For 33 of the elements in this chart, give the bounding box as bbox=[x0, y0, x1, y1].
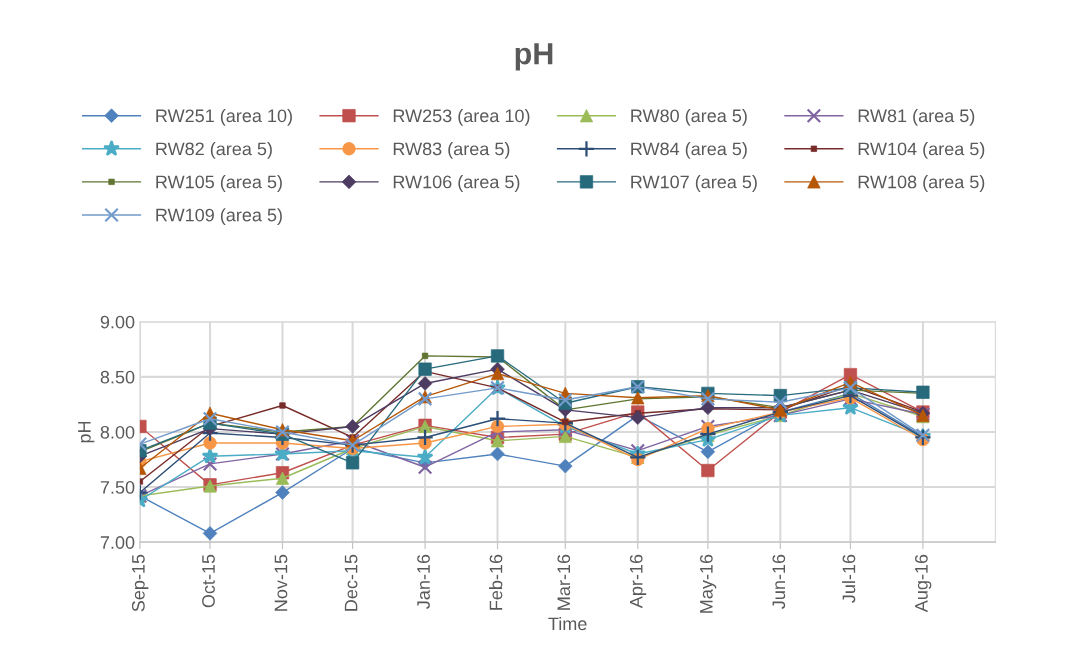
legend-label: RW105 (area 5) bbox=[156, 175, 282, 192]
x-tick-label: May-16 bbox=[699, 554, 717, 613]
legend-label: RW80 (area 5) bbox=[631, 108, 747, 126]
legend-label: RW251 (area 10) bbox=[156, 108, 292, 126]
x-tick-label: Aug-16 bbox=[914, 554, 932, 613]
x-tick-label: Jul-16 bbox=[842, 554, 856, 603]
x-tick-label: Mar-16 bbox=[557, 554, 571, 610]
x-tick-label: Feb-16 bbox=[489, 554, 503, 610]
y-tick-label: 8.00 bbox=[100, 425, 135, 439]
y-axis-title: pH bbox=[78, 421, 95, 443]
legend-label: RW83 (area 5) bbox=[393, 142, 510, 159]
y-tick-label: 8.50 bbox=[100, 370, 135, 384]
x-tick-label: Apr-16 bbox=[629, 554, 647, 609]
x-axis-title: Time bbox=[548, 616, 587, 631]
y-tick-label: 7.50 bbox=[100, 481, 135, 494]
y-tick-label: 7.00 bbox=[100, 536, 135, 549]
legend-label: RW81 (area 5) bbox=[858, 108, 975, 126]
legend-label: RW104 (area 5) bbox=[858, 142, 985, 159]
legend-label: RW253 (area 10) bbox=[393, 108, 530, 126]
legend-label: RW107 (area 5) bbox=[631, 175, 757, 192]
x-tick-label: Dec-15 bbox=[344, 554, 358, 611]
x-tick-label: Sep-15 bbox=[131, 554, 149, 612]
x-tick-label: Jan-16 bbox=[417, 554, 430, 609]
legend-label: RW109 (area 5) bbox=[156, 208, 282, 225]
legend-label: RW84 (area 5) bbox=[631, 142, 747, 159]
legend-label: RW108 (area 5) bbox=[858, 175, 985, 192]
legend-label: RW82 (area 5) bbox=[156, 142, 272, 159]
legend-label: RW106 (area 5) bbox=[393, 175, 520, 192]
x-tick-label: Oct-15 bbox=[202, 554, 215, 608]
x-tick-label: Nov-15 bbox=[274, 554, 288, 611]
x-tick-label: Jun-16 bbox=[772, 554, 786, 609]
y-tick-label: 9.00 bbox=[100, 315, 135, 329]
chart-title: pH bbox=[515, 43, 553, 71]
